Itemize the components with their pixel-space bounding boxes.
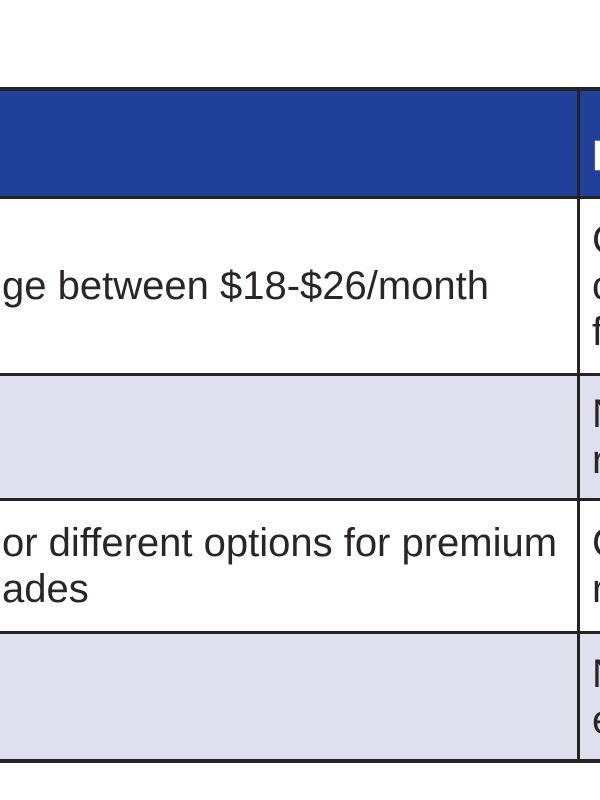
row3-left-line2: ades: [2, 567, 89, 611]
column-divider: [577, 376, 580, 498]
table-row: N r: [0, 376, 600, 501]
row4-cell-left: [0, 634, 577, 759]
header-cell-right: R: [580, 91, 600, 196]
column-divider: [577, 501, 580, 631]
row4-right-line2: e: [592, 697, 600, 743]
row1-cell-left: ge between $18-$26/month: [0, 199, 577, 373]
row1-cell-right: C c f: [580, 199, 600, 373]
row2-cell-left: [0, 376, 577, 498]
row1-right-line1: C: [592, 217, 600, 263]
row2-right-line2: r: [592, 438, 600, 482]
table-row: N e: [0, 634, 600, 763]
row2-cell-right: N r: [580, 376, 600, 498]
row3-cell-right: C r: [580, 501, 600, 631]
column-divider: [577, 634, 580, 759]
row4-cell-right: N e: [580, 634, 600, 759]
row3-cell-left: or different options for premium ades: [0, 501, 577, 631]
table-row: ge between $18-$26/month C c f: [0, 199, 600, 376]
row3-right-line2: r: [592, 567, 600, 611]
row1-right-line3: f: [592, 310, 600, 354]
column-divider: [577, 91, 580, 196]
row3-right-line1: C: [592, 520, 600, 566]
header-cell-left: [0, 91, 577, 196]
table-row: or different options for premium ades C …: [0, 501, 600, 634]
header-right-label: R: [592, 133, 600, 179]
column-divider: [577, 199, 580, 373]
row1-right-line2: c: [592, 263, 600, 309]
table-header-row: R: [0, 91, 600, 199]
notes-table: R ge between $18-$26/month C c f N r: [0, 87, 600, 763]
row2-right-line1: N: [592, 391, 600, 437]
row1-left-line1: ge between $18-$26/month: [2, 264, 490, 308]
row3-left-line1: or different options for premium: [2, 521, 558, 565]
row4-right-line1: N: [592, 651, 600, 697]
